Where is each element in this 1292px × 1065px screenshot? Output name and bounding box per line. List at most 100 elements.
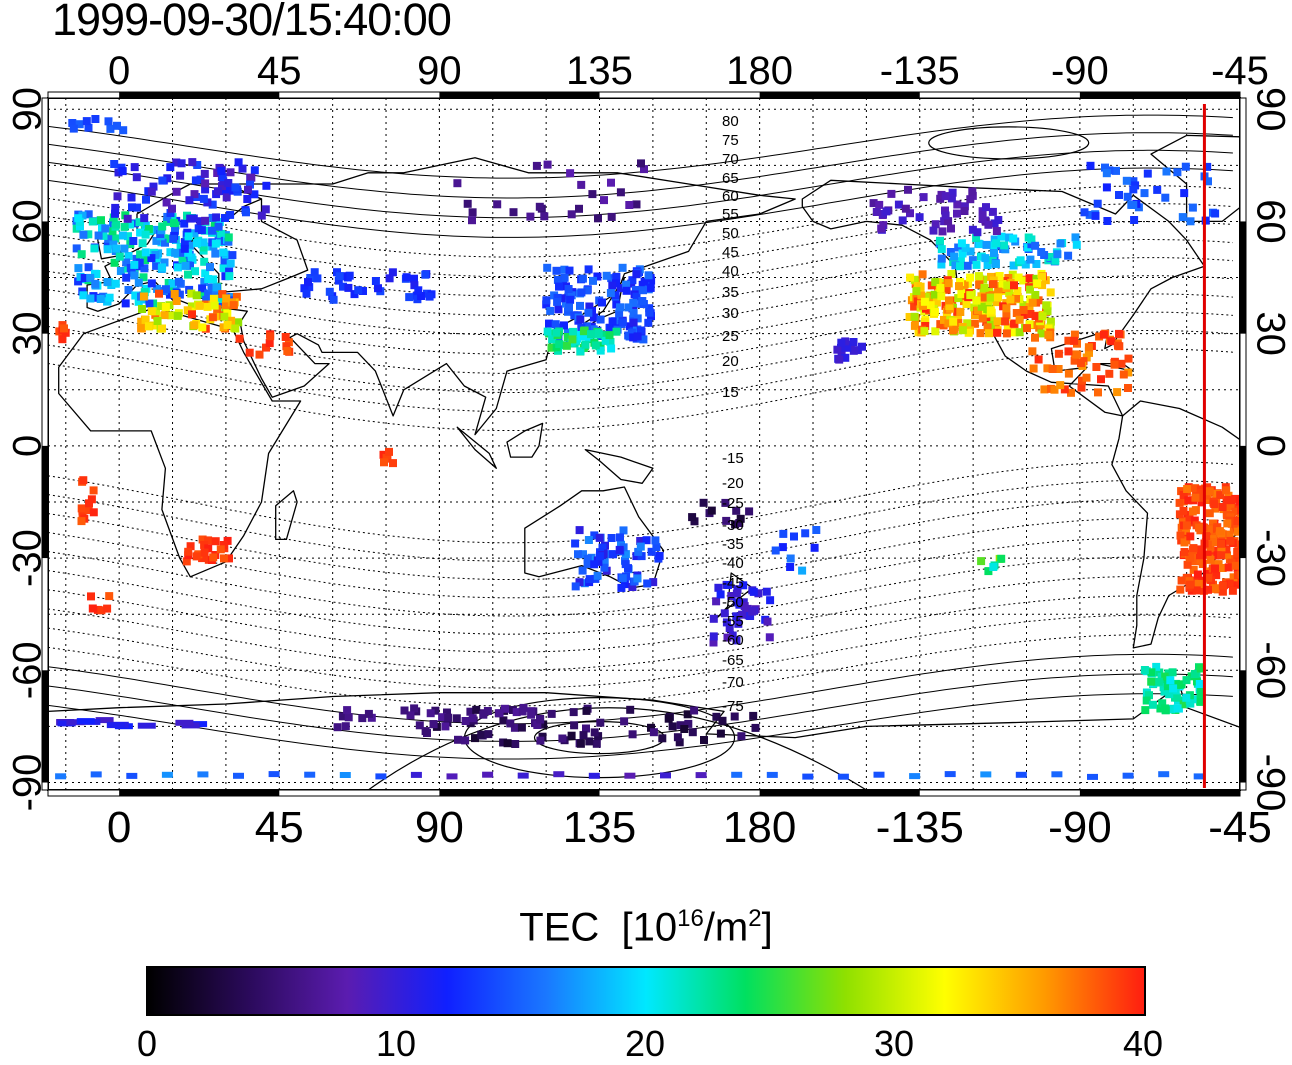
tec-cell [162, 217, 171, 226]
lat-left-tick: 30 [6, 311, 50, 356]
tec-cell [563, 328, 572, 337]
tec-cell [211, 239, 220, 248]
tec-cell [947, 270, 956, 278]
tec-cell [217, 167, 226, 176]
tec-band [1122, 772, 1134, 779]
tec-cell [150, 321, 158, 330]
tec-cell [344, 283, 353, 292]
tec-cell [1190, 579, 1199, 588]
tec-cell [1038, 312, 1047, 321]
tec-cell [400, 706, 409, 715]
tec-cell [510, 723, 519, 732]
tec-cell [631, 286, 640, 294]
tec-cell [778, 543, 787, 552]
tec-cell [1191, 557, 1200, 566]
tec-cell [1168, 668, 1177, 677]
tec-cell [1194, 580, 1203, 588]
tec-cell [980, 293, 989, 302]
tec-cell [600, 196, 608, 205]
tec-cell [1009, 234, 1018, 243]
tec-cell [571, 582, 580, 591]
tec-cell [130, 260, 139, 269]
tec-cell [966, 195, 975, 204]
tec-cell [569, 708, 578, 717]
tec-cell [228, 251, 237, 260]
tec-cell [190, 190, 199, 199]
tec-cell [594, 329, 603, 338]
tec-cell [210, 301, 219, 310]
tec-cell [227, 316, 236, 325]
tec-cell [1259, 587, 1267, 595]
tec-cell [536, 736, 545, 745]
tec-map[interactable]: 8075706560555045403530252015-15-20-25-30… [0, 0, 1292, 900]
tec-cell [1218, 564, 1227, 572]
tec-cell [170, 290, 179, 298]
tec-cell [853, 346, 862, 355]
tec-cell [1056, 239, 1065, 248]
tec-cell [734, 619, 743, 628]
tec-cell [585, 302, 594, 311]
tec-cell [576, 301, 584, 310]
tec-cell [1009, 319, 1018, 328]
tec-cell [186, 261, 194, 270]
tec-cell [160, 258, 169, 267]
tec-cell [343, 273, 352, 282]
tec-cell [578, 274, 587, 283]
tec-cell [1117, 359, 1126, 368]
lat-left-tick: -30 [6, 529, 50, 587]
tec-cell [589, 313, 598, 322]
tec-cell [973, 228, 982, 237]
tec-cell [937, 254, 946, 263]
tec-cell [699, 498, 708, 507]
timestamp: 1999-09-30/15:40:00 [52, 0, 452, 45]
tec-cell [493, 200, 502, 209]
tec-cell [190, 321, 199, 330]
tec-cell [79, 476, 88, 485]
tec-cell [153, 317, 162, 325]
tec-cell [186, 542, 195, 551]
tec-cell [964, 328, 973, 337]
colorbar-tick: 10 [375, 1023, 417, 1064]
tec-cell [218, 182, 226, 191]
tec-cell [972, 234, 981, 242]
tec-cell [224, 233, 233, 242]
tec-cell [991, 260, 1000, 268]
tec-cell [1070, 356, 1079, 365]
geomag-contour [48, 203, 1233, 278]
tec-cell [78, 211, 87, 220]
tec-cell [201, 185, 210, 194]
tec-cell [131, 291, 140, 300]
tec-cell [1046, 253, 1055, 261]
tec-cell [414, 286, 423, 295]
tec-cell [282, 342, 291, 351]
tec-cell [410, 704, 419, 713]
tec-cell [554, 305, 563, 314]
tec-cell [536, 715, 545, 724]
tec-cell [1042, 301, 1051, 310]
tec-cell [132, 173, 141, 182]
tec-cell [247, 173, 256, 182]
tec-cell [86, 273, 95, 282]
tec-cell [700, 736, 708, 744]
tec-cell [1002, 304, 1011, 313]
tec-cell [915, 213, 924, 222]
tec-cell [68, 119, 77, 127]
tec-cell [207, 283, 216, 292]
tec-cell [640, 165, 648, 174]
tec-cell [174, 277, 183, 286]
tec-cell [1038, 281, 1047, 290]
south-pole-oval [367, 707, 867, 790]
tec-cell [221, 214, 229, 222]
tec-cell [140, 214, 149, 223]
contour-label: 30 [722, 305, 739, 322]
colorbar [146, 966, 1146, 1016]
tec-cell [131, 219, 139, 228]
tec-cell [593, 272, 602, 281]
tec-cell [936, 320, 945, 329]
tec-cell [84, 506, 93, 514]
tec-cell [1190, 670, 1199, 678]
tec-cell [124, 232, 132, 241]
tec-cell [1034, 296, 1043, 305]
tec-cell [415, 721, 424, 730]
tec-cell [535, 202, 544, 211]
